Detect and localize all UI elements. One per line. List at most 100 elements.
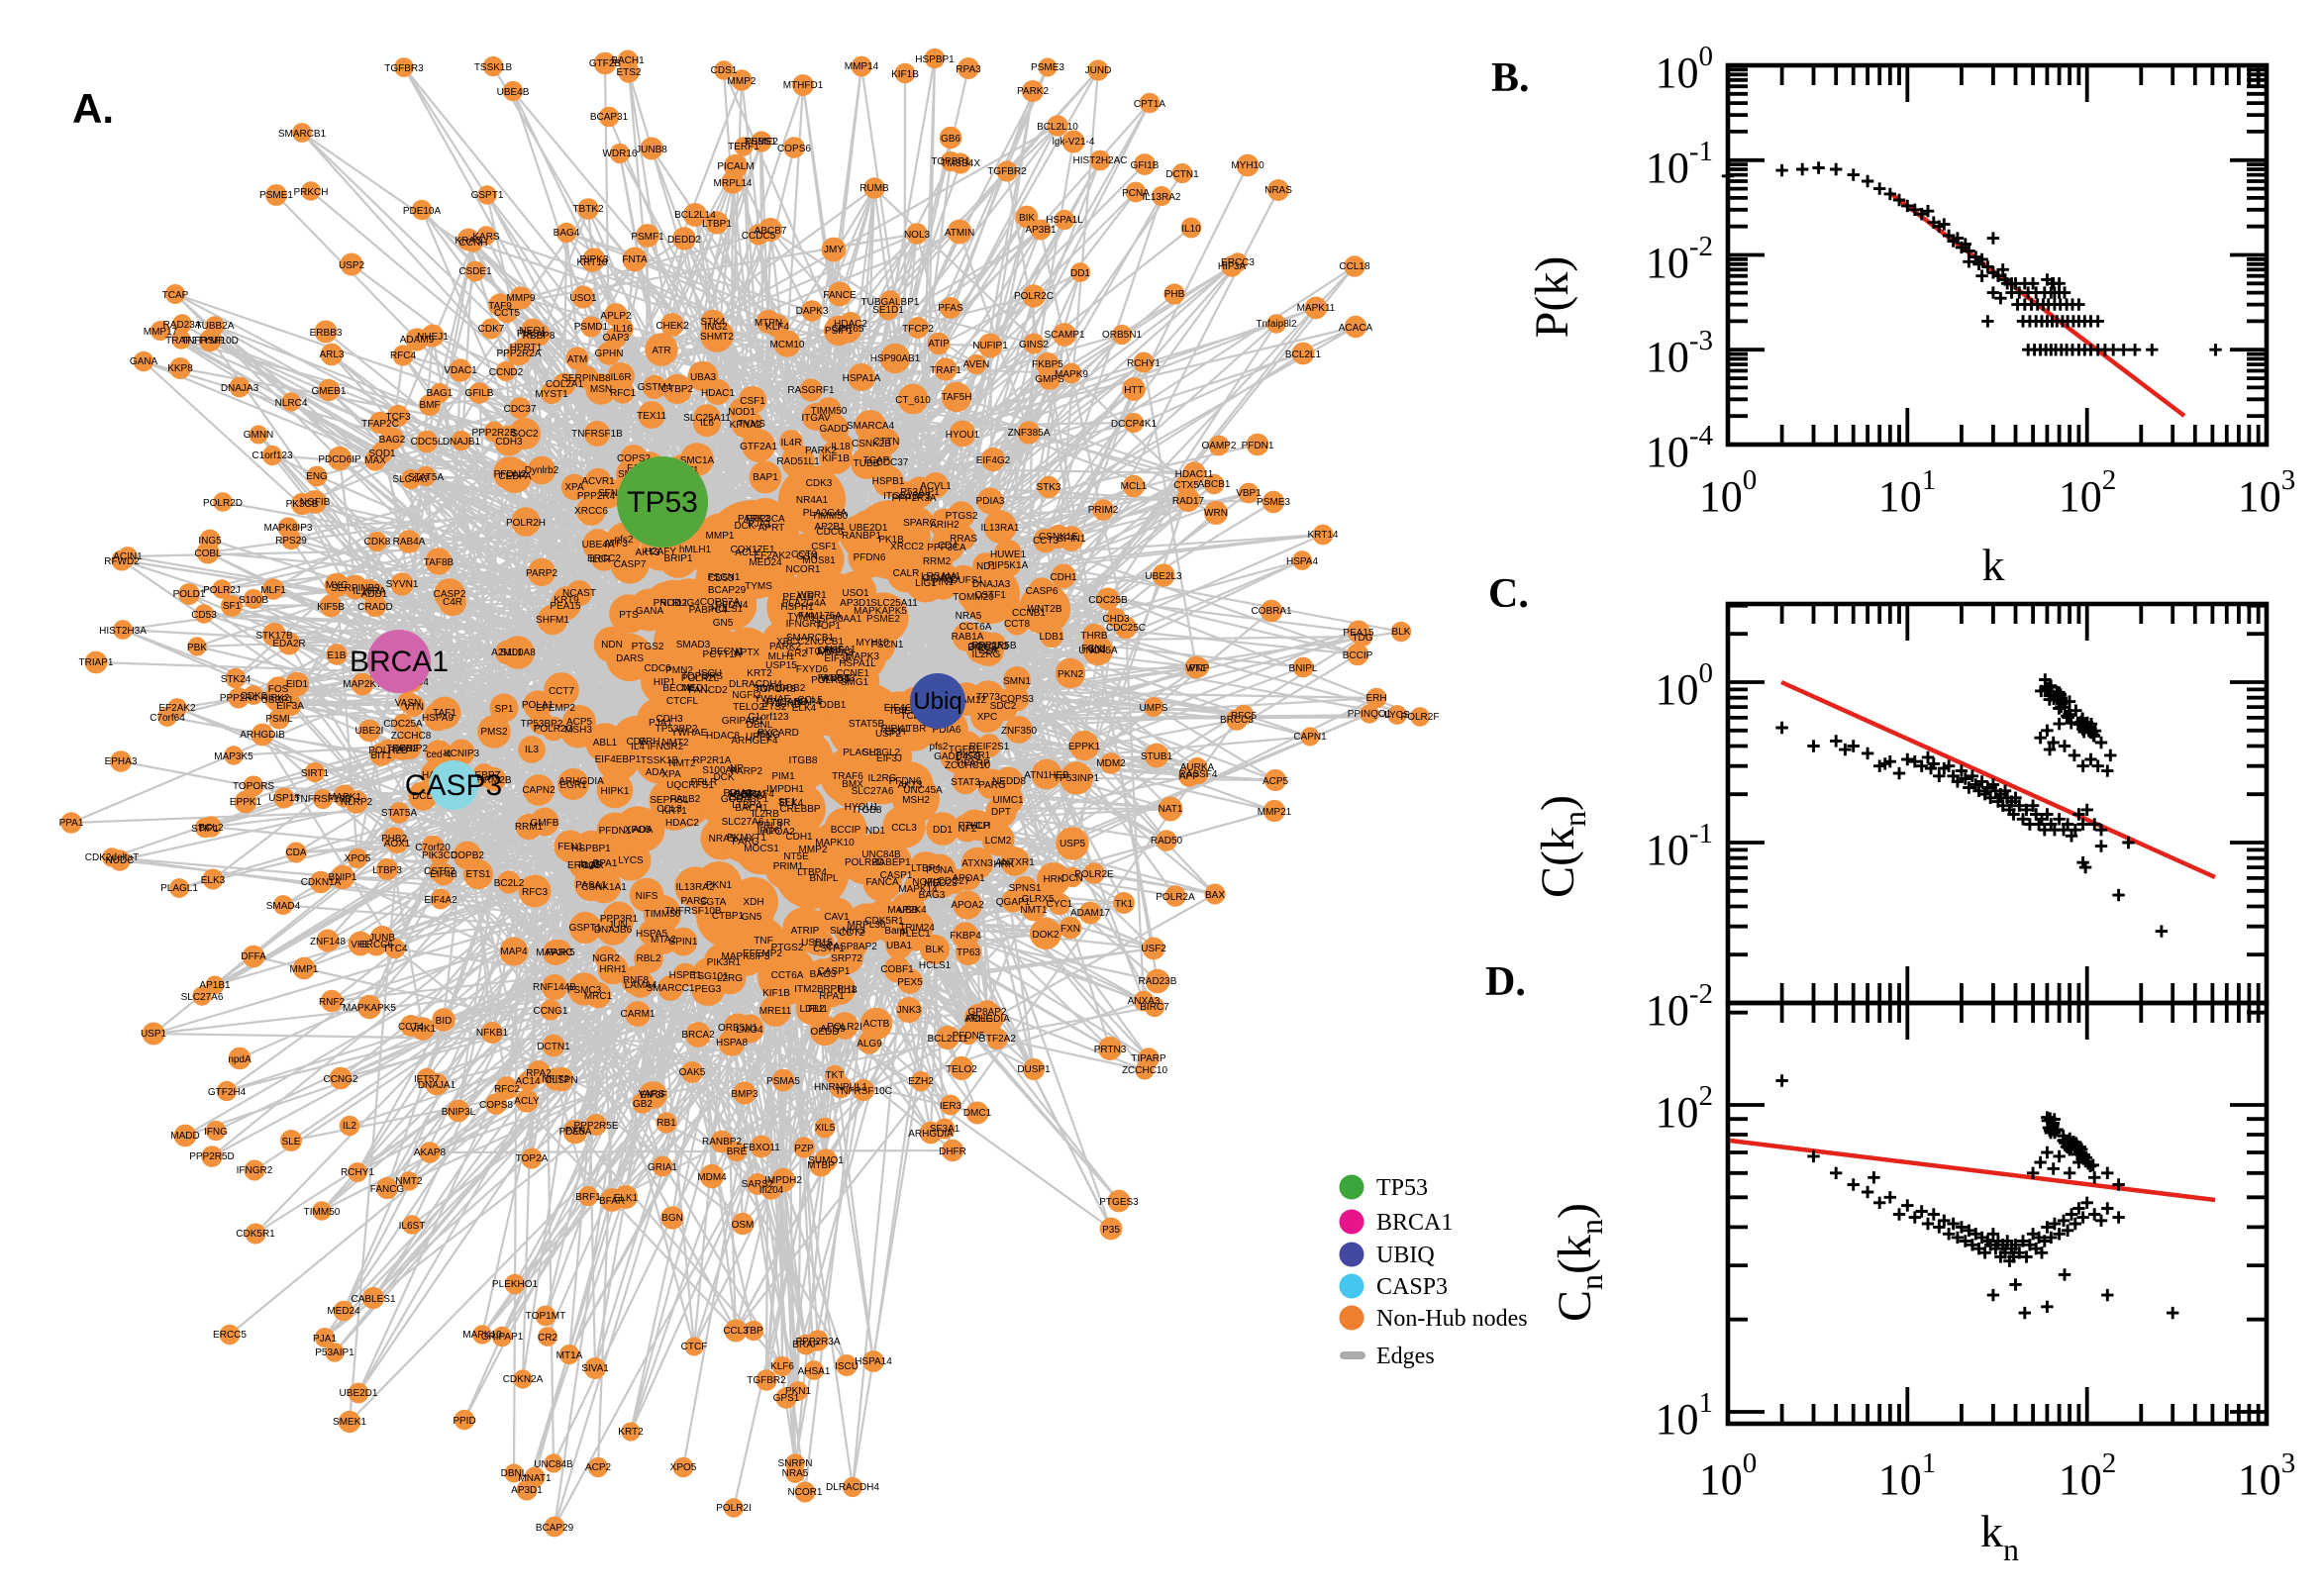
svg-text:ACP5: ACP5	[1262, 776, 1289, 787]
svg-text:MLF1: MLF1	[260, 585, 286, 596]
svg-text:NR4A1: NR4A1	[796, 495, 829, 506]
svg-text:BCCIP: BCCIP	[831, 825, 861, 836]
svg-text:Ubiq: Ubiq	[913, 688, 961, 715]
svg-text:CCL3: CCL3	[891, 823, 917, 834]
svg-text:BGN: BGN	[661, 1213, 683, 1224]
svg-text:GB2: GB2	[633, 1099, 653, 1110]
svg-text:PSME1: PSME1	[259, 190, 293, 201]
svg-text:IL6: IL6	[700, 418, 714, 429]
svg-text:MMP2: MMP2	[728, 76, 757, 87]
svg-text:KCNIP3: KCNIP3	[444, 748, 480, 759]
svg-text:DCN: DCN	[1061, 873, 1083, 884]
svg-text:NGFI2: NGFI2	[732, 690, 761, 701]
svg-text:RABEP1: RABEP1	[871, 857, 911, 868]
svg-text:A.: A.	[72, 85, 114, 132]
svg-text:RAD17: RAD17	[1172, 496, 1205, 507]
svg-text:npdA: npdA	[228, 1054, 252, 1065]
svg-text:IL13RA1: IL13RA1	[981, 523, 1020, 534]
svg-text:GMEB1: GMEB1	[311, 386, 346, 397]
svg-text:IL13RA2: IL13RA2	[1143, 192, 1181, 203]
svg-text:POLR2J: POLR2J	[203, 585, 241, 596]
svg-text:ATXN3: ATXN3	[961, 858, 993, 869]
svg-text:OSM: OSM	[732, 1220, 755, 1231]
svg-text:CSNK1E: CSNK1E	[1039, 532, 1078, 543]
svg-text:LCM2: LCM2	[985, 836, 1012, 847]
svg-text:ARHGDIB: ARHGDIB	[240, 730, 285, 741]
svg-text:SLE: SLE	[282, 1137, 301, 1147]
svg-text:MSN: MSN	[590, 384, 612, 395]
svg-text:HSPA8: HSPA8	[716, 1038, 748, 1048]
svg-text:SF1: SF1	[223, 601, 242, 612]
svg-text:CARM1: CARM1	[620, 1009, 655, 1020]
svg-text:CR2: CR2	[538, 1333, 557, 1344]
svg-text:PHB: PHB	[1164, 289, 1185, 300]
svg-text:CDK7: CDK7	[478, 324, 505, 335]
svg-text:NFKB1: NFKB1	[476, 1028, 509, 1039]
svg-text:BRF1: BRF1	[575, 1192, 601, 1203]
svg-text:COBL: COBL	[194, 549, 222, 559]
svg-text:PTS: PTS	[619, 610, 639, 621]
svg-text:SMAD4: SMAD4	[266, 901, 301, 912]
svg-text:PLAGL1: PLAGL1	[160, 883, 198, 894]
svg-text:TIMM50: TIMM50	[304, 1207, 341, 1218]
svg-text:PSML: PSML	[265, 714, 293, 725]
svg-text:SMEK1: SMEK1	[333, 1417, 366, 1428]
svg-text:KRT10: KRT10	[577, 257, 608, 268]
svg-text:CTX5: CTX5	[1173, 480, 1199, 491]
svg-text:MED24: MED24	[749, 557, 782, 568]
svg-text:NOD1: NOD1	[728, 407, 756, 418]
svg-text:NRA5: NRA5	[956, 611, 982, 622]
svg-text:DDB1: DDB1	[820, 700, 847, 711]
svg-text:HSPBP1: HSPBP1	[915, 54, 955, 65]
svg-text:ND1: ND1	[865, 826, 885, 837]
svg-text:GMNN: GMNN	[244, 430, 274, 441]
svg-text:BNIPL: BNIPL	[1289, 663, 1318, 674]
svg-text:BACH1: BACH1	[611, 55, 645, 66]
svg-text:CDC25A: CDC25A	[383, 719, 423, 730]
svg-text:XPC: XPC	[977, 712, 998, 723]
svg-text:DNAJA3: DNAJA3	[221, 383, 259, 394]
svg-text:ING2: ING2	[704, 322, 728, 333]
svg-text:GRIPAP1: GRIPAP1	[481, 1332, 524, 1343]
svg-text:lag2: lag2	[581, 859, 600, 870]
svg-text:CSF1: CSF1	[740, 396, 765, 407]
svg-text:DD1: DD1	[1070, 268, 1090, 279]
svg-text:NCOR1: NCOR1	[787, 1487, 822, 1498]
svg-text:PIM1: PIM1	[771, 771, 795, 782]
svg-text:DFFA: DFFA	[241, 951, 266, 962]
svg-text:SP1: SP1	[495, 704, 514, 715]
svg-text:EIF3J: EIF3J	[876, 753, 902, 764]
svg-text:BCL2L1: BCL2L1	[1285, 349, 1322, 360]
svg-text:HDAC8: HDAC8	[706, 731, 740, 742]
svg-text:MNAT1: MNAT1	[518, 1473, 552, 1484]
svg-text:SE1D1: SE1D1	[872, 305, 904, 316]
svg-text:HRH1: HRH1	[599, 964, 627, 975]
svg-text:LTBP3: LTBP3	[372, 865, 402, 876]
svg-text:NRAS: NRAS	[1264, 185, 1292, 196]
svg-text:BECN1: BECN1	[710, 647, 744, 657]
svg-text:MMP1: MMP1	[290, 964, 319, 975]
svg-text:HSPA9: HSPA9	[422, 713, 454, 724]
svg-text:TCAP: TCAP	[162, 290, 189, 301]
svg-text:STAT3: STAT3	[951, 777, 980, 788]
svg-text:NUFIP1: NUFIP1	[972, 341, 1008, 351]
svg-text:MRPL14: MRPL14	[714, 178, 753, 189]
svg-text:PARP2: PARP2	[526, 568, 557, 579]
svg-text:ORB5N1: ORB5N1	[1102, 330, 1142, 341]
svg-text:XPO5: XPO5	[345, 853, 371, 864]
svg-text:SFN: SFN	[598, 488, 618, 499]
svg-text:PJA1: PJA1	[748, 519, 771, 530]
svg-text:TAF5H: TAF5H	[942, 392, 972, 403]
svg-text:SHMT2: SHMT2	[700, 332, 734, 343]
svg-text:CABLES1: CABLES1	[351, 1294, 395, 1305]
svg-text:KIF5B: KIF5B	[317, 602, 345, 613]
svg-text:EZH2: EZH2	[908, 1076, 934, 1087]
svg-text:TP53: TP53	[1376, 1175, 1428, 1201]
svg-text:HSP90AB1: HSP90AB1	[870, 353, 921, 364]
svg-text:GANA: GANA	[130, 356, 158, 367]
svg-text:DMC1: DMC1	[963, 1108, 992, 1119]
svg-text:C1orf123: C1orf123	[252, 450, 293, 461]
svg-text:TYMP: TYMP	[197, 336, 225, 347]
svg-text:SMARCB1: SMARCB1	[278, 129, 327, 140]
svg-text:CASP1: CASP1	[880, 870, 913, 881]
